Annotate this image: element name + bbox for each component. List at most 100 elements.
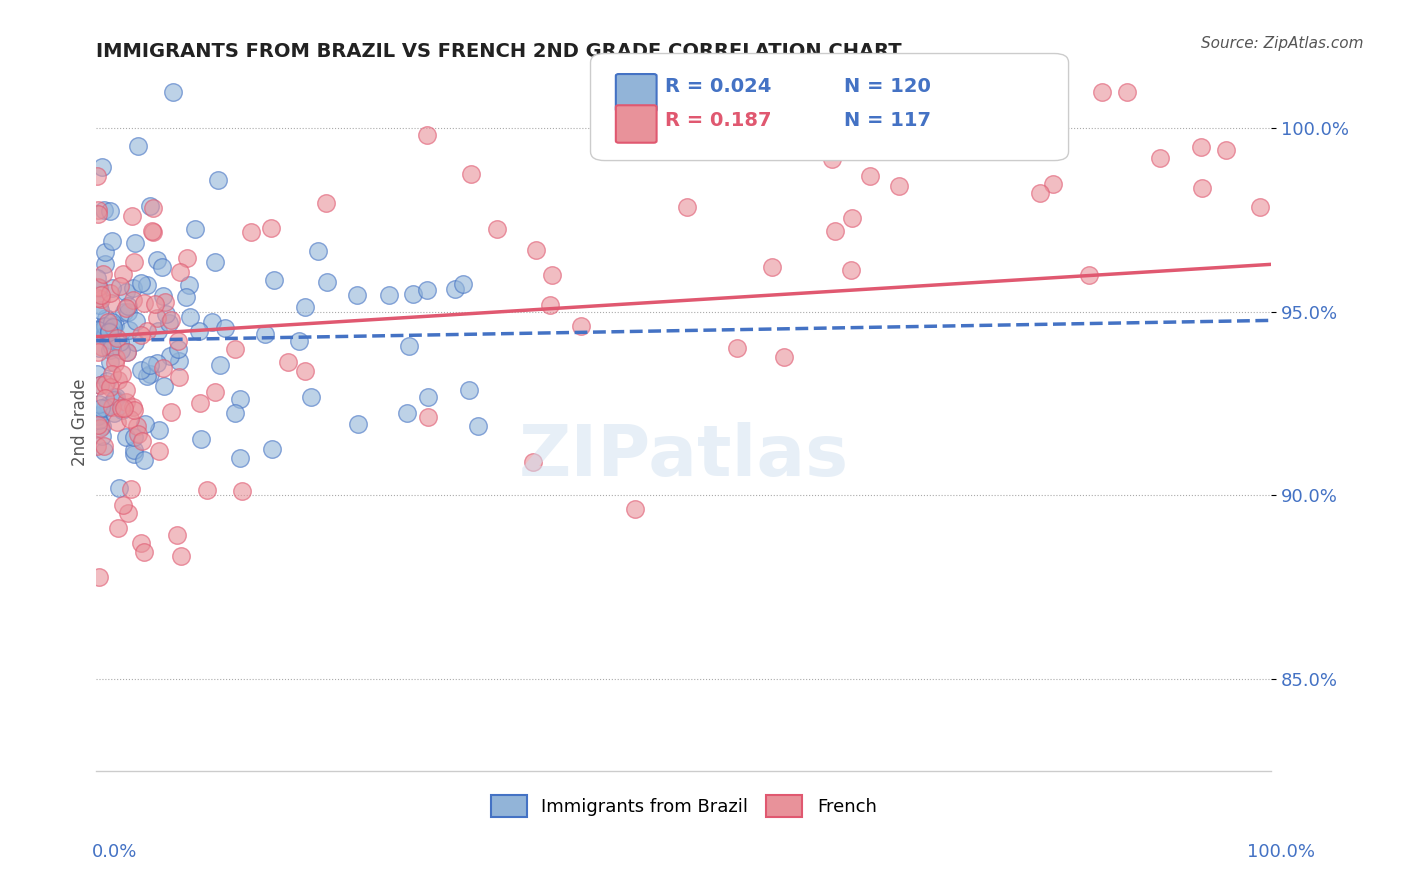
Point	[204, 384, 226, 399]
Point	[121, 400, 143, 414]
Point	[129, 328, 152, 343]
Point	[347, 417, 370, 431]
Point	[761, 260, 783, 274]
Point	[146, 324, 169, 338]
Point	[89, 378, 111, 392]
Point	[100, 322, 122, 336]
Point	[1249, 200, 1271, 214]
Point	[86, 439, 108, 453]
Point	[159, 349, 181, 363]
Point	[111, 367, 134, 381]
Point	[1191, 181, 1213, 195]
Point	[204, 254, 226, 268]
Point	[415, 283, 437, 297]
Point	[541, 268, 564, 282]
Point	[122, 402, 145, 417]
Point	[118, 323, 141, 337]
Point	[451, 277, 474, 291]
Point	[90, 292, 112, 306]
Point	[87, 298, 110, 312]
Point	[129, 362, 152, 376]
Point	[967, 85, 990, 99]
Point	[142, 225, 165, 239]
Point	[91, 161, 114, 175]
Point	[111, 498, 134, 512]
Point	[904, 85, 927, 99]
Point	[179, 310, 201, 324]
Point	[86, 409, 108, 423]
Point	[87, 281, 110, 295]
Point	[166, 334, 188, 349]
Point	[416, 409, 439, 424]
Point	[89, 413, 111, 427]
Point	[86, 169, 108, 184]
Point	[294, 301, 316, 315]
Point	[100, 281, 122, 295]
Point	[125, 314, 148, 328]
Point	[263, 273, 285, 287]
Point	[114, 394, 136, 409]
Point	[177, 278, 200, 293]
Point	[122, 281, 145, 295]
Point	[115, 301, 138, 315]
Point	[1149, 151, 1171, 165]
Point	[122, 293, 145, 307]
Point	[94, 401, 117, 416]
Point	[820, 152, 842, 166]
Point	[443, 282, 465, 296]
Point	[143, 296, 166, 310]
Point	[122, 430, 145, 444]
Point	[159, 313, 181, 327]
Point	[1116, 85, 1139, 99]
Point	[949, 122, 972, 136]
Point	[124, 334, 146, 349]
Point	[166, 527, 188, 541]
Point	[103, 392, 125, 407]
Point	[184, 221, 207, 235]
Point	[117, 305, 139, 319]
Text: 100.0%: 100.0%	[1247, 843, 1315, 861]
Point	[94, 377, 117, 392]
Text: R = 0.187: R = 0.187	[665, 111, 772, 129]
Point	[105, 416, 128, 430]
Point	[538, 298, 561, 312]
Point	[402, 287, 425, 301]
Point	[299, 391, 322, 405]
Point	[378, 288, 401, 302]
Point	[93, 245, 115, 260]
Point	[288, 334, 311, 349]
Legend: Immigrants from Brazil, French: Immigrants from Brazil, French	[484, 788, 884, 824]
Point	[824, 224, 846, 238]
Point	[107, 521, 129, 535]
Point	[294, 364, 316, 378]
Point	[395, 406, 418, 420]
Point	[170, 549, 193, 564]
Point	[100, 355, 122, 369]
Point	[93, 444, 115, 458]
Point	[773, 350, 796, 364]
Point	[89, 397, 111, 411]
Point	[398, 338, 420, 352]
Text: R = 0.024: R = 0.024	[665, 77, 772, 95]
Point	[229, 450, 252, 465]
Point	[1189, 140, 1212, 154]
Point	[107, 373, 129, 387]
Point	[131, 434, 153, 448]
Point	[142, 201, 165, 215]
Point	[152, 360, 174, 375]
Point	[94, 311, 117, 326]
Point	[117, 506, 139, 520]
Point	[90, 401, 112, 416]
Point	[110, 401, 132, 416]
Point	[135, 369, 157, 384]
Point	[120, 482, 142, 496]
Point	[105, 390, 128, 404]
Point	[87, 291, 110, 305]
Point	[146, 252, 169, 267]
Point	[458, 383, 481, 397]
Point	[139, 367, 162, 381]
Point	[96, 374, 118, 388]
Point	[569, 318, 592, 333]
Point	[87, 344, 110, 359]
Point	[839, 262, 862, 277]
